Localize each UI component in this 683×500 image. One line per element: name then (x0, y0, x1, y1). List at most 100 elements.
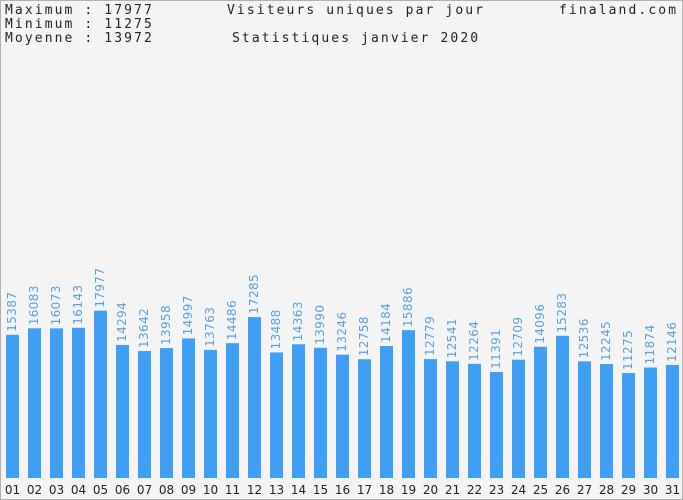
value-label-30: 11874 (643, 324, 657, 364)
bar-16 (336, 354, 349, 478)
value-label-06: 14294 (115, 302, 129, 342)
value-label-01: 15387 (5, 292, 19, 332)
x-tick-label-11: 11 (225, 483, 240, 497)
x-tick-label-09: 09 (181, 483, 196, 497)
x-tick-label-02: 02 (27, 483, 42, 497)
value-label-27: 12536 (577, 318, 591, 358)
x-tick-label-27: 27 (577, 483, 592, 497)
value-label-24: 12709 (511, 317, 525, 357)
x-tick-label-12: 12 (247, 483, 262, 497)
bar-17 (358, 359, 371, 478)
average-stat: Moyenne : 13972 (5, 31, 154, 46)
bar-29 (622, 373, 635, 478)
x-tick-label-06: 06 (115, 483, 130, 497)
x-tick-label-29: 29 (621, 483, 636, 497)
x-tick-label-17: 17 (357, 483, 372, 497)
value-label-18: 14184 (379, 303, 393, 343)
bar-10 (204, 349, 217, 478)
value-label-05: 17977 (93, 267, 107, 307)
x-tick-label-15: 15 (313, 483, 328, 497)
bar-31 (666, 364, 679, 478)
x-tick-label-24: 24 (511, 483, 526, 497)
value-label-16: 13246 (335, 312, 349, 352)
x-tick-label-28: 28 (599, 483, 614, 497)
value-label-11: 14486 (225, 300, 239, 340)
value-label-03: 16073 (49, 285, 63, 325)
value-label-09: 14997 (181, 295, 195, 335)
value-label-19: 15886 (401, 287, 415, 327)
bar-14 (292, 344, 305, 478)
bar-08 (160, 348, 173, 478)
value-label-22: 12264 (467, 321, 481, 361)
x-tick-label-19: 19 (401, 483, 416, 497)
bar-26 (556, 335, 569, 478)
x-tick-label-20: 20 (423, 483, 438, 497)
x-tick-label-18: 18 (379, 483, 394, 497)
chart-title: Visiteurs uniques par jour (227, 3, 486, 18)
bar-13 (270, 352, 283, 478)
minimum-stat: Minimum : 11275 (5, 17, 154, 32)
x-tick-label-22: 22 (467, 483, 482, 497)
value-label-13: 13488 (269, 309, 283, 349)
x-tick-label-01: 01 (5, 483, 20, 497)
bar-23 (490, 371, 503, 478)
value-label-20: 12779 (423, 316, 437, 356)
value-label-25: 14096 (533, 304, 547, 344)
bar-09 (182, 338, 195, 478)
x-tick-label-21: 21 (445, 483, 460, 497)
bar-11 (226, 343, 239, 478)
bar-07 (138, 351, 151, 478)
bar-18 (380, 345, 393, 478)
bar-25 (534, 346, 547, 478)
value-label-12: 17285 (247, 274, 261, 314)
bar-12 (248, 317, 261, 478)
x-tick-label-08: 08 (159, 483, 174, 497)
value-label-07: 13642 (137, 308, 151, 348)
value-label-02: 16083 (27, 285, 41, 325)
value-label-14: 14363 (291, 301, 305, 341)
x-tick-label-31: 31 (665, 483, 680, 497)
value-label-23: 11391 (489, 329, 503, 369)
x-tick-label-13: 13 (269, 483, 284, 497)
bar-04 (72, 327, 85, 478)
x-tick-label-26: 26 (555, 483, 570, 497)
value-label-26: 15283 (555, 293, 569, 333)
value-label-10: 13763 (203, 307, 217, 347)
bar-28 (600, 364, 613, 478)
bar-24 (512, 359, 525, 478)
maximum-stat: Maximum : 17977 (5, 3, 154, 18)
chart-subtitle: Statistiques janvier 2020 (232, 31, 481, 46)
bar-22 (468, 363, 481, 478)
value-label-17: 12758 (357, 316, 371, 356)
bar-20 (424, 359, 437, 478)
x-tick-label-05: 05 (93, 483, 108, 497)
bar-06 (116, 344, 129, 478)
bar-19 (402, 330, 415, 478)
bar-05 (94, 310, 107, 478)
bar-21 (446, 361, 459, 478)
value-label-08: 13958 (159, 305, 173, 345)
bar-01 (6, 334, 19, 478)
bar-27 (578, 361, 591, 478)
x-tick-label-23: 23 (489, 483, 504, 497)
value-label-21: 12541 (445, 318, 459, 358)
x-tick-label-10: 10 (203, 483, 218, 497)
x-tick-label-30: 30 (643, 483, 658, 497)
x-tick-label-16: 16 (335, 483, 350, 497)
bar-02 (28, 328, 41, 478)
bar-15 (314, 347, 327, 478)
bar-30 (644, 367, 657, 478)
x-tick-label-14: 14 (291, 483, 306, 497)
value-label-31: 12146 (665, 322, 679, 362)
x-tick-label-03: 03 (49, 483, 64, 497)
value-label-28: 12245 (599, 321, 613, 361)
value-label-15: 13990 (313, 305, 327, 345)
x-tick-label-04: 04 (71, 483, 86, 497)
value-label-04: 16143 (71, 285, 85, 325)
x-tick-label-25: 25 (533, 483, 548, 497)
x-tick-label-07: 07 (137, 483, 152, 497)
bar-03 (50, 328, 63, 478)
site-name: finaland.com (559, 3, 679, 18)
value-label-29: 11275 (621, 330, 635, 370)
